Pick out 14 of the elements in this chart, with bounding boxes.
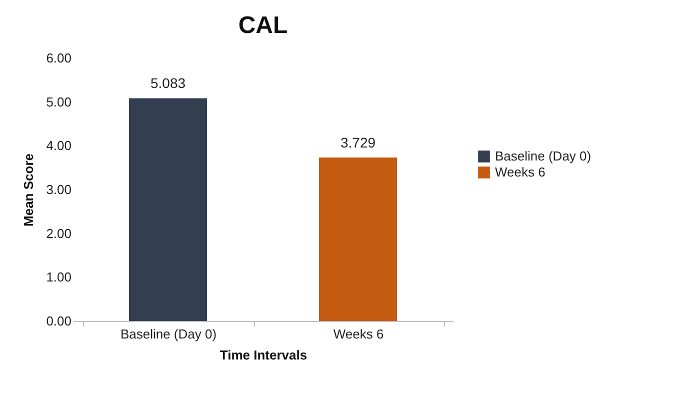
legend-label: Weeks 6	[495, 164, 546, 180]
legend-label: Baseline (Day 0)	[495, 148, 592, 164]
y-axis-title: Mean Score	[21, 154, 36, 226]
y-tick-label: 6.00	[46, 50, 72, 66]
y-tick-label: 3.00	[46, 182, 72, 197]
y-tick-label: 1.00	[46, 270, 72, 285]
x-axis-title: Time Intervals	[220, 348, 308, 362]
data-label: 3.729	[340, 134, 376, 151]
chart-title: CAL	[238, 12, 288, 39]
y-tick-label: 0.00	[46, 314, 72, 328]
y-tick-label: 4.00	[46, 138, 72, 154]
data-label: 5.083	[150, 75, 186, 92]
y-tick-label: 5.00	[46, 94, 72, 110]
y-tick-label: 2.00	[46, 226, 72, 241]
